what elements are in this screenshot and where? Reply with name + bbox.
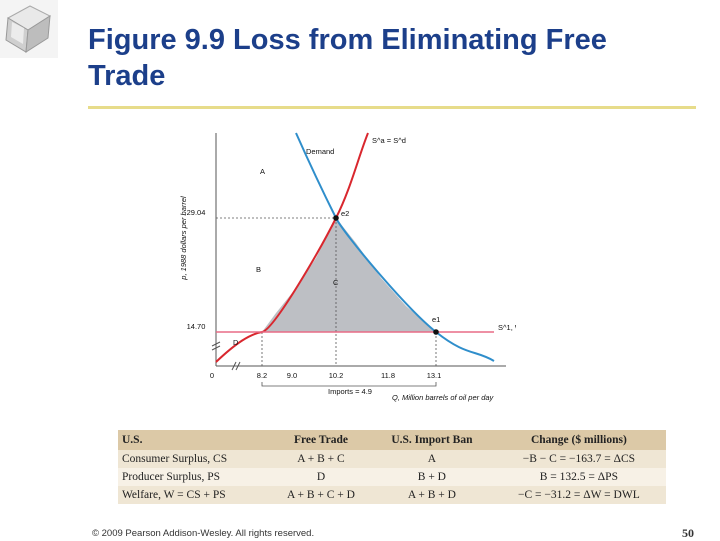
- table-cell: B = 132.5 = ΔPS: [491, 468, 666, 486]
- table-cell: A + B + C + D: [269, 486, 373, 504]
- copyright-notice: © 2009 Pearson Addison-Wesley. All right…: [92, 528, 315, 539]
- imports-bracket: [261, 382, 437, 387]
- surplus-table: U.S. Free Trade U.S. Import Ban Change (…: [118, 430, 666, 504]
- x-tick-11-8: 11.8: [381, 371, 395, 380]
- table-cell: D: [269, 468, 373, 486]
- table-header: Free Trade: [269, 430, 373, 450]
- table-row: Consumer Surplus, CS A + B + C A −B − C …: [118, 450, 666, 468]
- table-cell: Producer Surplus, PS: [118, 468, 270, 486]
- glass-cube-logo: [0, 0, 58, 58]
- area-c: [262, 218, 436, 332]
- y-tick-14-70: 14.70: [187, 322, 206, 331]
- y-tick-29-04: 29.04: [187, 208, 206, 217]
- page-number: 50: [682, 526, 694, 540]
- table-cell: A + B + D: [372, 486, 492, 504]
- table-header: Change ($ millions): [491, 430, 666, 450]
- table-header: U.S. Import Ban: [372, 430, 492, 450]
- table-cell: A + B + C: [269, 450, 373, 468]
- table-cell: Welfare, W = CS + PS: [118, 486, 270, 504]
- table-header-row: U.S. Free Trade U.S. Import Ban Change (…: [118, 430, 666, 450]
- supply-curve: [215, 132, 369, 363]
- world-price-label: S^1, World price: [498, 323, 516, 332]
- point-e1: [433, 329, 439, 335]
- x-tick-0: 0: [210, 371, 214, 380]
- title-divider: [88, 106, 696, 109]
- imports-label: Imports = 4.9: [328, 387, 372, 396]
- point-e2: [333, 215, 339, 221]
- e1-label: e1: [432, 315, 440, 324]
- table-cell: A: [372, 450, 492, 468]
- x-tick-8-2: 8.2: [257, 371, 267, 380]
- surplus-chart: Demand S^a = S^d S^1, World price e2 e1 …: [179, 132, 516, 402]
- x-tick-9-0: 9.0: [287, 371, 297, 380]
- slide-title: Figure 9.9 Loss from Eliminating Free Tr…: [88, 24, 607, 92]
- area-label-a: A: [260, 167, 265, 176]
- y-axis-title: p, 1988 dollars per barrel: [179, 196, 188, 281]
- demand-curve: [295, 132, 495, 362]
- area-label-c: C: [333, 278, 339, 287]
- area-label-d: D: [233, 338, 239, 347]
- table-row: Producer Surplus, PS D B + D B = 132.5 =…: [118, 468, 666, 486]
- area-label-b: B: [256, 265, 261, 274]
- table-cell: −B − C = −163.7 = ΔCS: [491, 450, 666, 468]
- e2-label: e2: [341, 209, 349, 218]
- supply-label: S^a = S^d: [372, 136, 406, 145]
- y-axis-break: [211, 341, 221, 351]
- x-axis-break: [231, 361, 241, 371]
- table-cell: Consumer Surplus, CS: [118, 450, 270, 468]
- x-axis-title: Q, Million barrels of oil per day: [392, 393, 495, 402]
- table-cell: B + D: [372, 468, 492, 486]
- x-tick-10-2: 10.2: [329, 371, 344, 380]
- table-row: Welfare, W = CS + PS A + B + C + D A + B…: [118, 486, 666, 504]
- x-tick-13-1: 13.1: [427, 371, 442, 380]
- table-cell: −C = −31.2 = ΔW = DWL: [491, 486, 666, 504]
- table-header: U.S.: [118, 430, 270, 450]
- demand-label: Demand: [306, 147, 334, 156]
